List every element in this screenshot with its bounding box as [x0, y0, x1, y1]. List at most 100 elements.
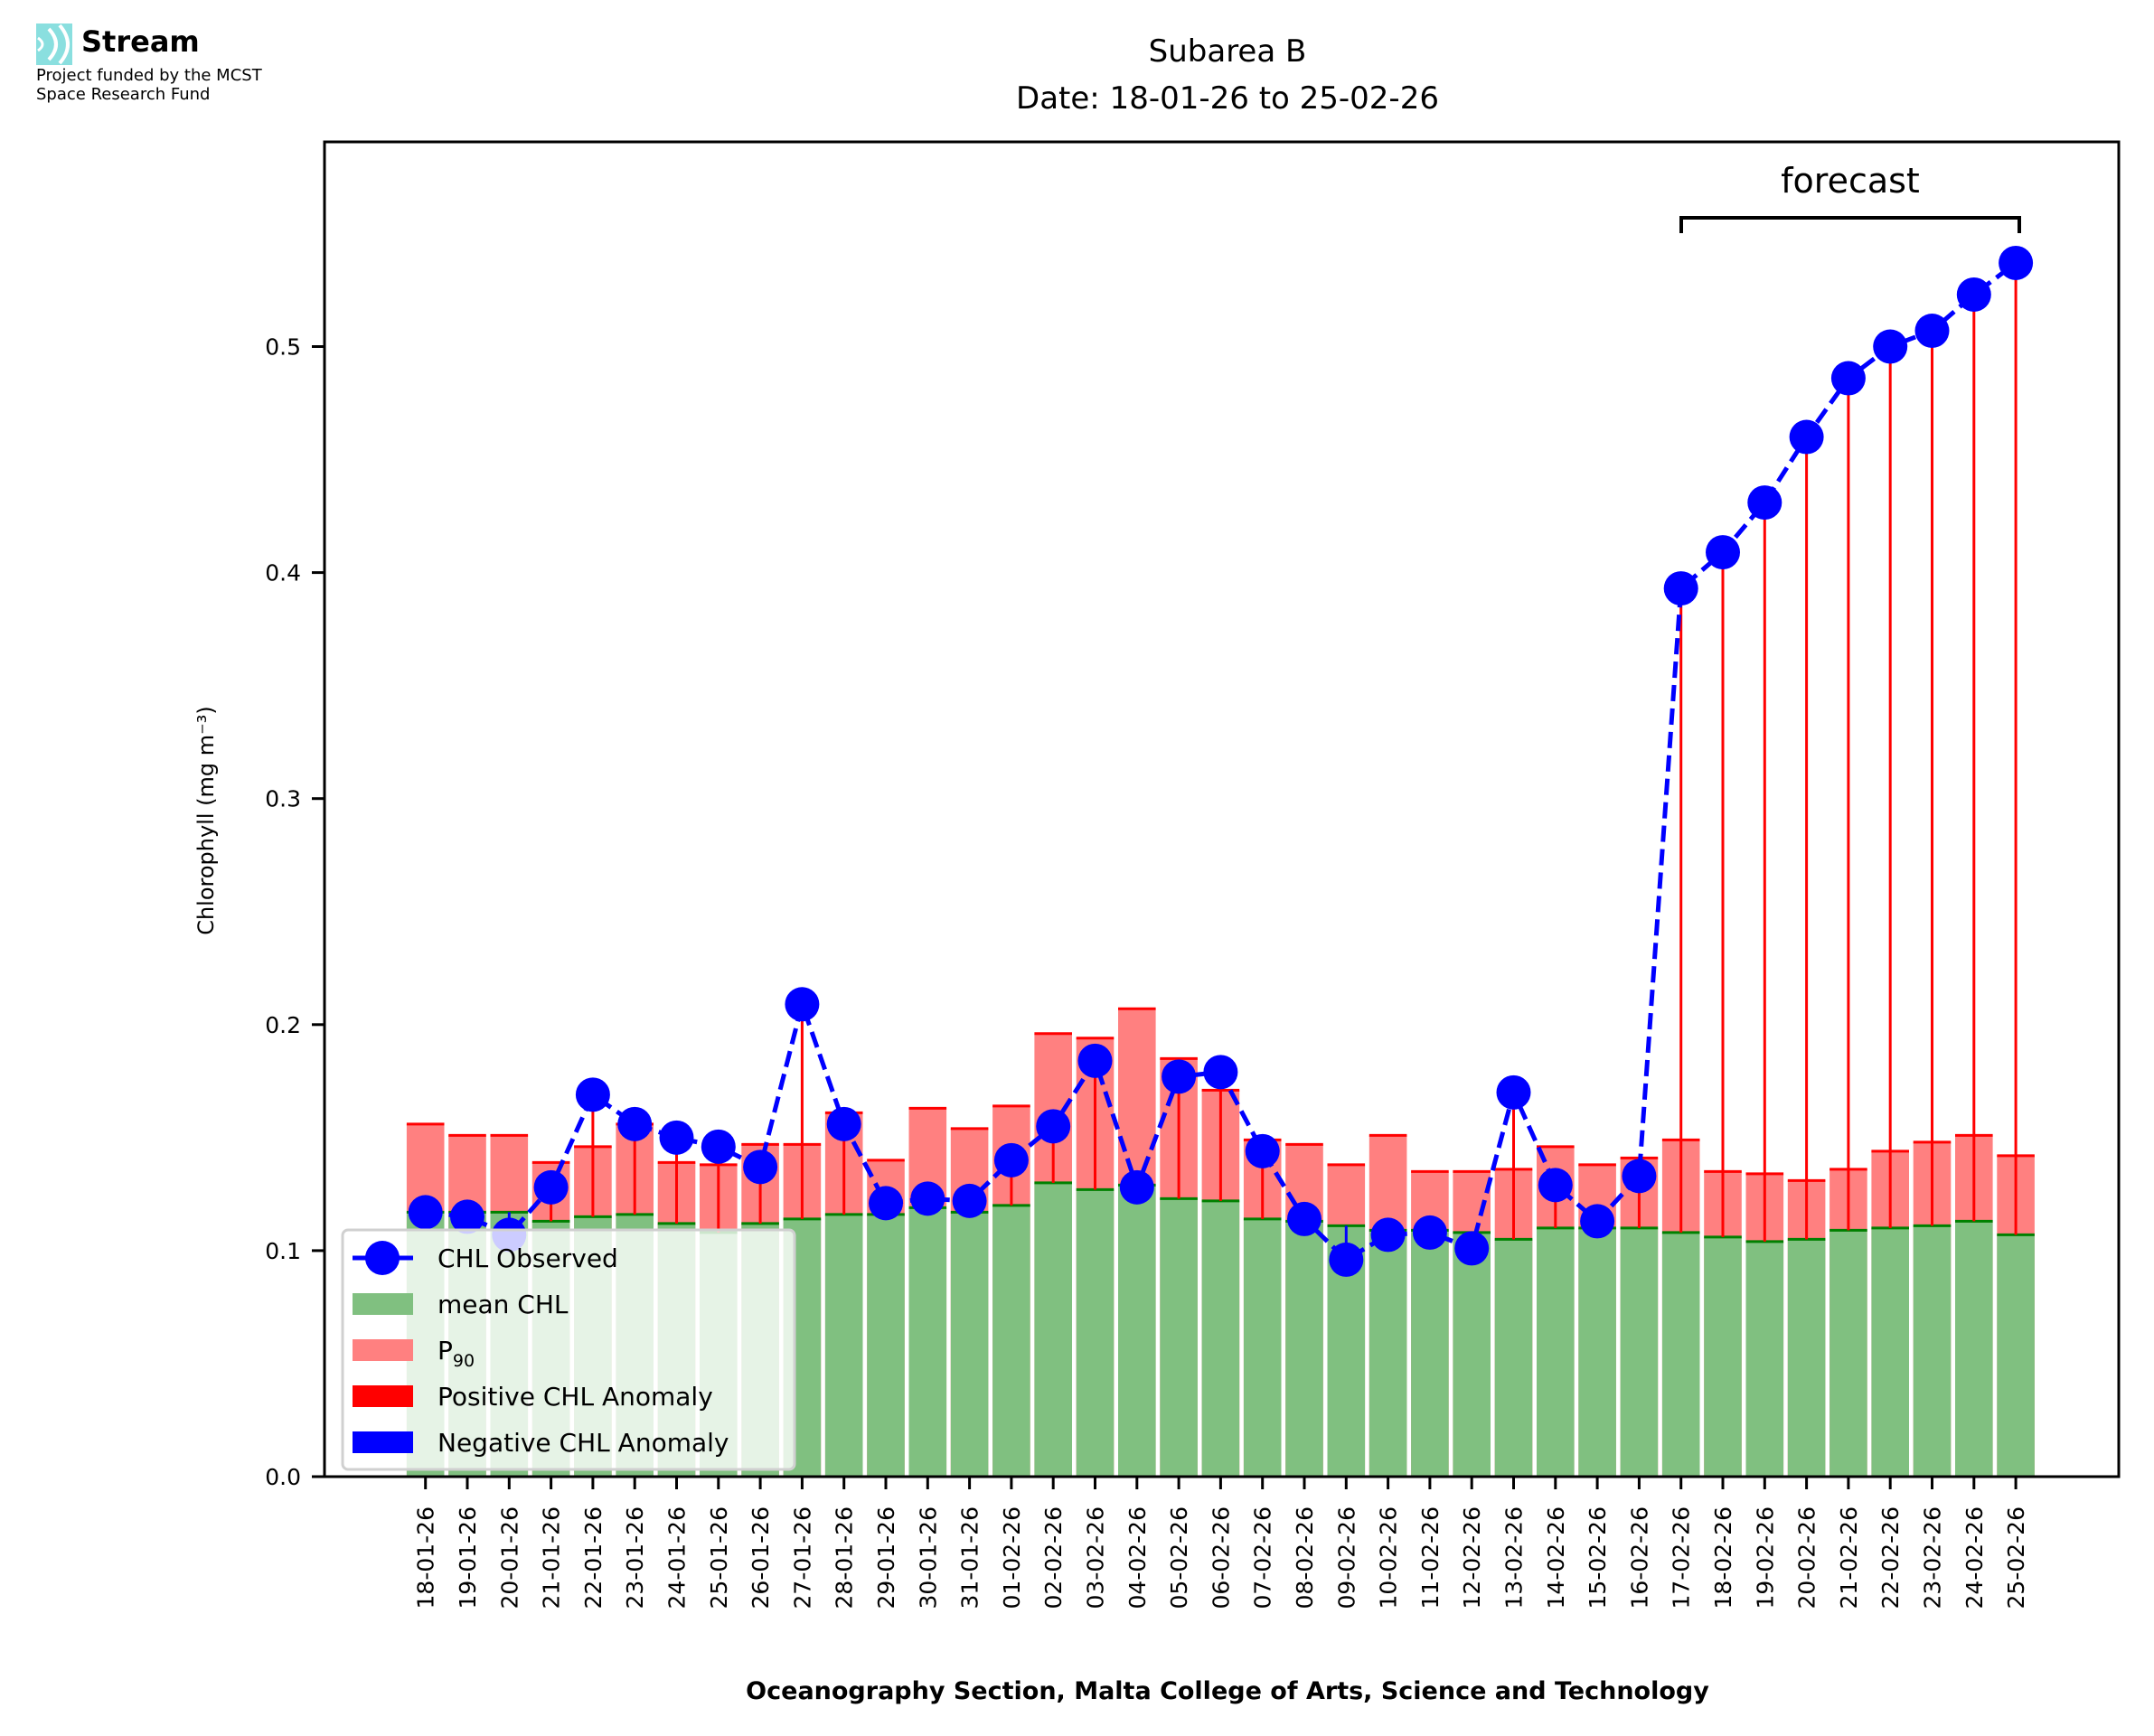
observed-point	[1203, 1055, 1238, 1090]
observed-point	[826, 1106, 861, 1141]
x-tick-label: 01-02-26	[999, 1506, 1025, 1609]
x-tick-label: 22-01-26	[580, 1506, 607, 1609]
mean-bar	[1494, 1239, 1533, 1477]
observed-point	[408, 1195, 443, 1230]
observed-point	[743, 1150, 778, 1185]
y-tick-label: 0.1	[265, 1238, 301, 1264]
mean-bar	[1118, 1185, 1156, 1477]
mean-bar	[1661, 1232, 1700, 1477]
x-tick-label: 05-02-26	[1166, 1506, 1192, 1609]
observed-point	[1036, 1109, 1071, 1144]
legend: CHL Observed mean CHL P90 Positive CHL Anom…	[341, 1228, 796, 1471]
mean-bar	[950, 1212, 989, 1477]
x-tick-label: 24-01-26	[664, 1506, 691, 1609]
x-tick-label: 25-01-26	[706, 1506, 732, 1609]
observed-point	[1999, 245, 2034, 280]
x-tick-label: 27-01-26	[789, 1506, 815, 1609]
mean-bar	[1871, 1227, 1909, 1477]
observed-point	[1496, 1074, 1531, 1110]
legend-swatch	[353, 1293, 413, 1315]
x-tick-label: 28-01-26	[832, 1506, 858, 1609]
legend-label: mean CHL	[437, 1290, 569, 1319]
y-axis-label: Chlorophyll (mg m⁻³)	[193, 706, 219, 935]
mean-bar	[1997, 1234, 2035, 1477]
mean-bar	[1620, 1227, 1659, 1477]
x-tick-label: 11-02-26	[1417, 1506, 1444, 1609]
mean-bar	[1955, 1221, 1993, 1477]
y-tick-label: 0.4	[265, 560, 301, 586]
legend-swatch	[353, 1385, 413, 1407]
mean-bar	[992, 1205, 1030, 1477]
x-tick-label: 15-02-26	[1585, 1506, 1611, 1609]
observed-point	[1914, 313, 1950, 348]
mean-bar	[908, 1207, 947, 1477]
mean-bar	[1076, 1189, 1115, 1477]
x-tick-label: 03-02-26	[1083, 1506, 1109, 1609]
x-tick-label: 30-01-26	[915, 1506, 941, 1609]
funding-note: Project funded by the MCST Space Researc…	[36, 66, 262, 104]
observed-point	[785, 987, 820, 1022]
observed-point	[575, 1077, 610, 1112]
y-tick-label: 0.5	[265, 334, 301, 361]
observed-point	[869, 1186, 903, 1221]
legend-label: Positive CHL Anomaly	[437, 1382, 713, 1412]
y-tick-label: 0.0	[265, 1464, 301, 1490]
x-tick-label: 25-02-26	[2003, 1506, 2029, 1609]
mean-bar	[824, 1214, 863, 1477]
observed-point	[1706, 535, 1740, 570]
chart-subtitle: Date: 18-01-26 to 25-02-26	[1016, 80, 1439, 117]
x-tick-label: 14-02-26	[1543, 1506, 1569, 1609]
x-tick-label: 20-01-26	[496, 1506, 522, 1609]
x-tick-label: 16-02-26	[1626, 1506, 1652, 1609]
observed-point	[450, 1199, 484, 1234]
x-tick-label: 21-02-26	[1836, 1506, 1862, 1609]
observed-point	[1245, 1133, 1280, 1168]
observed-point	[659, 1120, 694, 1155]
observed-point	[1329, 1242, 1364, 1277]
legend-label: CHL Observed	[437, 1243, 618, 1273]
y-axis: 0.0 0.1 0.2 0.3 0.4 0.5	[265, 334, 325, 1490]
forecast-annotation: forecast	[1679, 161, 2021, 233]
x-tick-label: 13-02-26	[1501, 1506, 1528, 1609]
observed-point	[1622, 1159, 1657, 1194]
chart-title: Subarea B	[1149, 33, 1307, 70]
observed-point	[1370, 1217, 1406, 1253]
legend-swatch-marker	[365, 1241, 400, 1275]
legend-box	[341, 1228, 796, 1471]
anomaly-lines	[466, 262, 2018, 1260]
observed-series	[408, 245, 2034, 1277]
mean-bar	[1453, 1232, 1491, 1477]
x-tick-label: 09-02-26	[1333, 1506, 1359, 1609]
observed-point	[952, 1183, 987, 1218]
observed-point	[1956, 277, 1991, 312]
observed-point	[701, 1129, 736, 1164]
mean-bar	[1243, 1218, 1282, 1477]
x-tick-label: 18-02-26	[1710, 1506, 1736, 1609]
mean-bar	[1537, 1227, 1575, 1477]
x-tick-label: 22-02-26	[1877, 1506, 1904, 1609]
mean-bar	[1578, 1227, 1616, 1477]
stream-logo-icon	[36, 23, 78, 69]
mean-bar	[1369, 1230, 1407, 1477]
mean-bar	[1704, 1236, 1742, 1477]
x-tick-label: 23-02-26	[1920, 1506, 1946, 1609]
x-axis: 18-01-26 19-01-26 20-01-26 21-01-26 22-01-26…	[413, 1477, 2029, 1609]
x-tick-label: 19-02-26	[1752, 1506, 1778, 1609]
mean-bar	[1787, 1239, 1826, 1477]
mean-bar	[1034, 1182, 1072, 1477]
x-tick-label: 24-02-26	[1961, 1506, 1988, 1609]
x-tick-label: 29-01-26	[873, 1506, 899, 1609]
observed-point	[1077, 1043, 1113, 1078]
x-tick-label: 31-01-26	[957, 1506, 983, 1609]
x-tick-label: 21-01-26	[539, 1506, 565, 1609]
x-axis-label: Oceanography Section, Malta College of A…	[746, 1677, 1709, 1705]
y-tick-label: 0.3	[265, 786, 301, 812]
funding-line-1: Project funded by the MCST	[36, 66, 262, 85]
observed-point	[1873, 329, 1908, 364]
observed-point	[617, 1106, 653, 1141]
observed-point	[1580, 1204, 1615, 1239]
funding-line-2: Space Research Fund	[36, 85, 211, 104]
x-tick-label: 18-01-26	[413, 1506, 439, 1609]
x-tick-label: 08-02-26	[1292, 1506, 1318, 1609]
